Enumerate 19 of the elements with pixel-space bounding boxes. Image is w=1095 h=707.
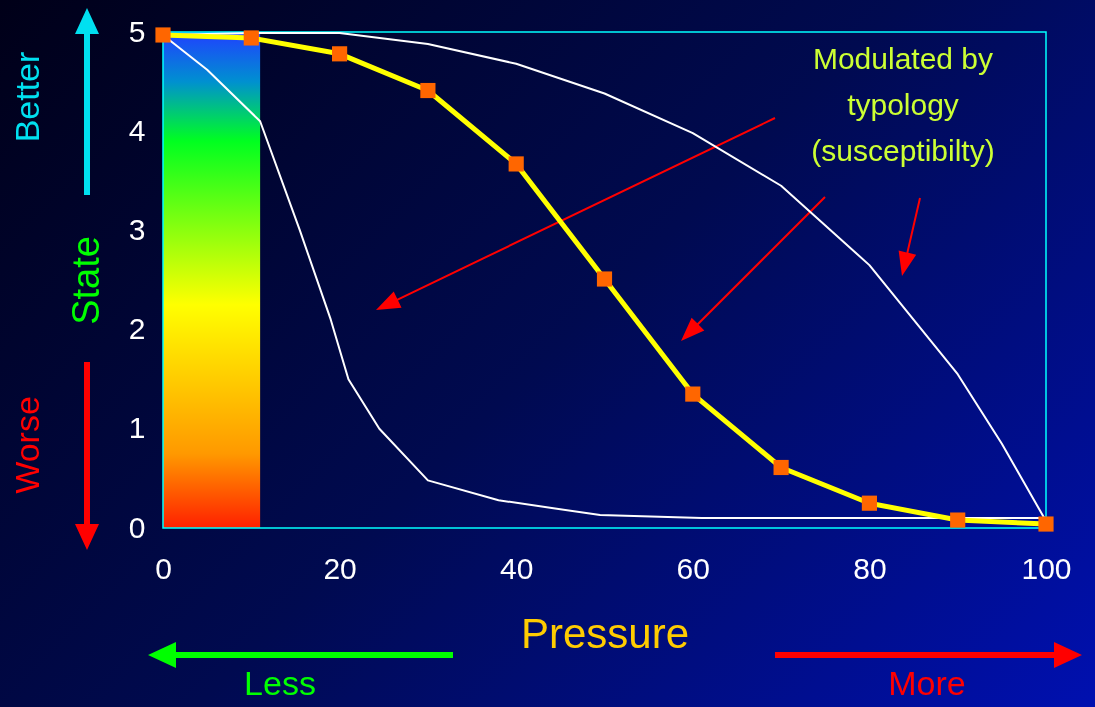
y-tick-label: 1 — [128, 411, 146, 445]
text: More — [888, 663, 966, 702]
y-tick-label: 5 — [128, 14, 146, 48]
y-axis-title: State — [64, 236, 107, 325]
y-tick-label: 4 — [128, 113, 146, 147]
x-tick-label: 80 — [853, 551, 887, 585]
text: Worse — [7, 396, 46, 494]
x-tick-label: 20 — [323, 551, 357, 585]
x-tick-label: 40 — [500, 551, 534, 585]
x-tick-label: 100 — [1021, 551, 1072, 585]
x-axis-title: Pressure — [520, 609, 690, 657]
x-tick-label: 60 — [676, 551, 710, 585]
annotation: Modulated by typology (susceptibilty) — [811, 41, 995, 167]
text: Less — [244, 663, 316, 702]
y-tick-label: 3 — [128, 212, 146, 246]
x-tick-label: 0 — [155, 551, 172, 585]
y-tick-label: 2 — [128, 312, 146, 346]
y-tick-label: 0 — [128, 510, 146, 544]
text: Better — [7, 51, 46, 143]
